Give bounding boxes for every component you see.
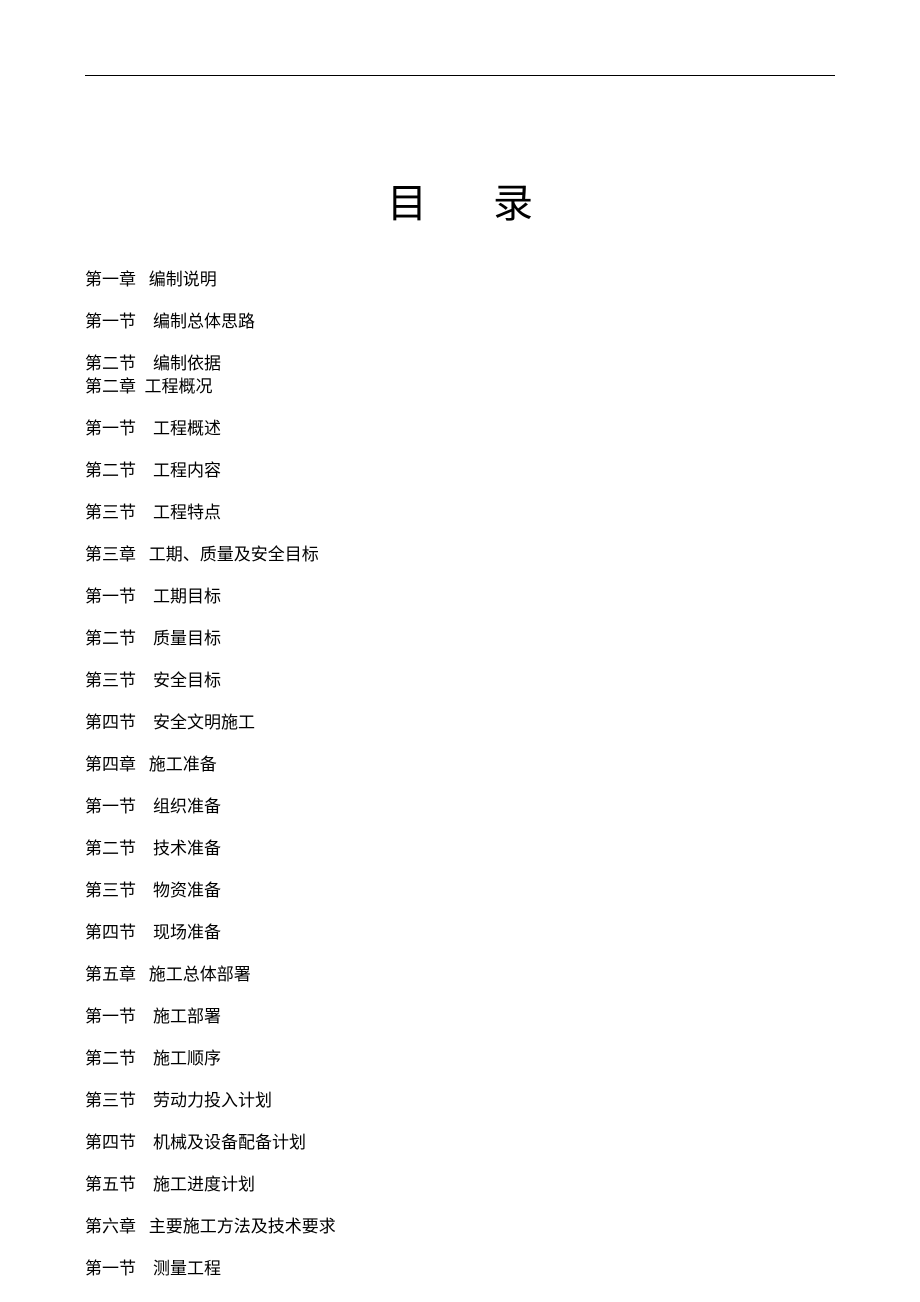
toc-entry: 第三节 劳动力投入计划: [85, 1092, 835, 1109]
toc-entry: 第五节 施工进度计划: [85, 1176, 835, 1193]
toc-entry: 第二节 施工顺序: [85, 1050, 835, 1067]
toc-entry: 第一节 工程概述: [85, 420, 835, 437]
toc-entry: 第三节 安全目标: [85, 672, 835, 689]
toc-entry: 第三节 工程特点: [85, 504, 835, 521]
toc-entry: 第一节 编制总体思路: [85, 313, 835, 330]
document-page: 目 录 第一章 编制说明第一节 编制总体思路第二节 编制依据第二章 工程概况第一…: [0, 0, 920, 1302]
page-title: 目 录: [85, 171, 835, 229]
toc-entry: 第四章 施工准备: [85, 756, 835, 773]
toc-entry: 第三节 物资准备: [85, 882, 835, 899]
toc-entry: 第一节 组织准备: [85, 798, 835, 815]
toc-entry: 第一节 工期目标: [85, 588, 835, 605]
toc-entry: 第一节 测量工程: [85, 1260, 835, 1277]
header-rule: [85, 75, 835, 76]
toc-entry: 第五章 施工总体部署: [85, 966, 835, 983]
toc-entry: 第二节 工程内容: [85, 462, 835, 479]
toc-entry: 第一章 编制说明: [85, 271, 835, 288]
toc-entry: 第二章 工程概况: [85, 378, 835, 395]
table-of-contents: 第一章 编制说明第一节 编制总体思路第二节 编制依据第二章 工程概况第一节 工程…: [85, 271, 835, 1302]
toc-entry: 第四节 现场准备: [85, 924, 835, 941]
toc-entry: 第三章 工期、质量及安全目标: [85, 546, 835, 563]
toc-entry: 第四节 机械及设备配备计划: [85, 1134, 835, 1151]
toc-entry: 第一节 施工部署: [85, 1008, 835, 1025]
toc-entry: 第二节 质量目标: [85, 630, 835, 647]
toc-entry: 第二节 编制依据: [85, 355, 835, 372]
toc-entry: 第四节 安全文明施工: [85, 714, 835, 731]
toc-entry: 第六章 主要施工方法及技术要求: [85, 1218, 835, 1235]
toc-entry: 第二节 技术准备: [85, 840, 835, 857]
